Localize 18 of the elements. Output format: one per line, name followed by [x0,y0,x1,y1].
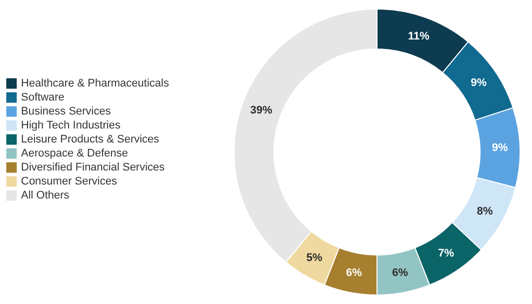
data-label: 6% [392,266,408,279]
data-label: 7% [438,248,454,260]
legend-label: Healthcare & Pharmaceuticals [21,78,170,90]
data-label: 39% [250,104,272,116]
legend-label: Business Services [21,106,112,118]
legend-label: All Others [21,190,70,202]
data-label: 9% [492,142,508,154]
legend-label: Consumer Services [21,176,118,188]
data-label: 5% [306,252,323,264]
data-label: 11% [408,30,430,42]
legend-label: Software [21,92,64,104]
data-label: 9% [470,76,487,89]
data-label: 8% [476,205,493,218]
legend-label: High Tech Industries [21,120,121,132]
legend-label: Leisure Products & Services [21,134,160,146]
data-label: 6% [346,266,362,279]
legend-label: Diversified Financial Services [21,162,166,174]
legend-label: Aerospace & Defense [21,148,128,160]
